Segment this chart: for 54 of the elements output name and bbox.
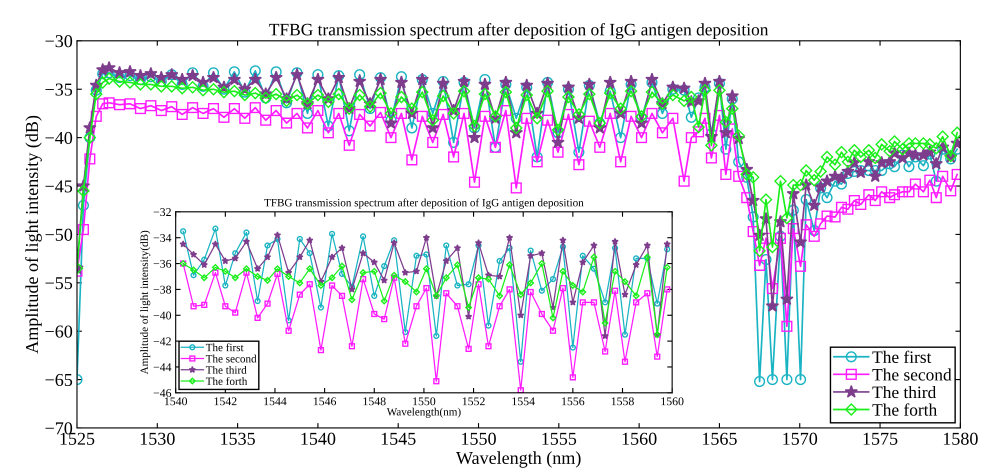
- x-tick-label: 1542: [214, 397, 236, 406]
- x-tick-label: 1545: [382, 432, 416, 445]
- y-tick-label: −44: [154, 363, 172, 372]
- x-tick-label: 1550: [413, 397, 436, 406]
- x-tick-label: 1530: [140, 432, 175, 445]
- x-tick-label: 1546: [314, 397, 336, 406]
- x-tick-label: 1570: [783, 432, 818, 445]
- x-tick-label: 1560: [622, 432, 656, 445]
- x-tick-label: 1556: [562, 397, 584, 406]
- chart-title: TFBG transmission spectrum after deposition of IgG antigen deposition: [269, 23, 768, 40]
- y-axis-title: Amplitude of light intensity(dB): [140, 230, 150, 374]
- y-tick-label: −45: [45, 180, 72, 192]
- x-tick-label: 1580: [944, 432, 978, 445]
- legend-label: The forth: [872, 403, 937, 416]
- y-tick-label: −38: [154, 286, 172, 294]
- y-tick-label: −65: [45, 374, 72, 386]
- x-tick-label: 1552: [462, 397, 485, 406]
- legend-label: The second: [872, 368, 952, 381]
- x-tick-label: 1525: [60, 432, 94, 445]
- x-tick-label: 1540: [301, 432, 336, 445]
- x-tick-label: 1544: [264, 397, 287, 406]
- x-tick-label: 1550: [462, 432, 496, 445]
- x-tick-label: 1565: [702, 432, 737, 445]
- legend-label: The forth: [206, 377, 248, 386]
- y-tick-label: −30: [45, 35, 72, 48]
- x-tick-label: 1558: [612, 397, 634, 406]
- y-tick-label: −35: [45, 84, 72, 96]
- y-tick-label: −50: [45, 228, 72, 241]
- y-tick-label: −32: [154, 208, 171, 216]
- x-axis-title: Wavelength(nm): [386, 408, 461, 418]
- y-tick-label: −70: [45, 422, 72, 434]
- chart-title: TFBG transmission spectrum after deposition of IgG antigen deposition: [264, 198, 584, 209]
- legend-label: The first: [872, 350, 932, 364]
- y-tick-label: −40: [154, 312, 172, 320]
- x-tick-label: 1555: [542, 432, 576, 445]
- y-tick-label: −60: [45, 325, 72, 338]
- y-tick-label: −46: [154, 389, 172, 398]
- x-tick-label: 1540: [164, 397, 188, 406]
- legend-label: The second: [206, 354, 256, 362]
- legend-label: The third: [206, 366, 247, 374]
- x-tick-label: 1560: [661, 397, 684, 406]
- x-tick-label: 1535: [221, 432, 255, 445]
- y-tick-label: −55: [45, 277, 72, 290]
- x-tick-label: 1575: [864, 432, 898, 445]
- y-tick-label: −36: [154, 260, 172, 268]
- legend-label: The third: [872, 386, 936, 398]
- legend-label: The first: [206, 343, 244, 352]
- x-tick-label: 1554: [512, 397, 535, 406]
- y-tick-label: −42: [154, 337, 171, 346]
- y-tick-label: −40: [45, 132, 72, 144]
- y-axis-title: Amplitude of light intensity (dB): [25, 116, 42, 354]
- y-tick-label: −34: [154, 234, 172, 242]
- x-tick-label: 1548: [364, 397, 386, 406]
- x-axis-title: Wavelength (nm): [456, 451, 581, 468]
